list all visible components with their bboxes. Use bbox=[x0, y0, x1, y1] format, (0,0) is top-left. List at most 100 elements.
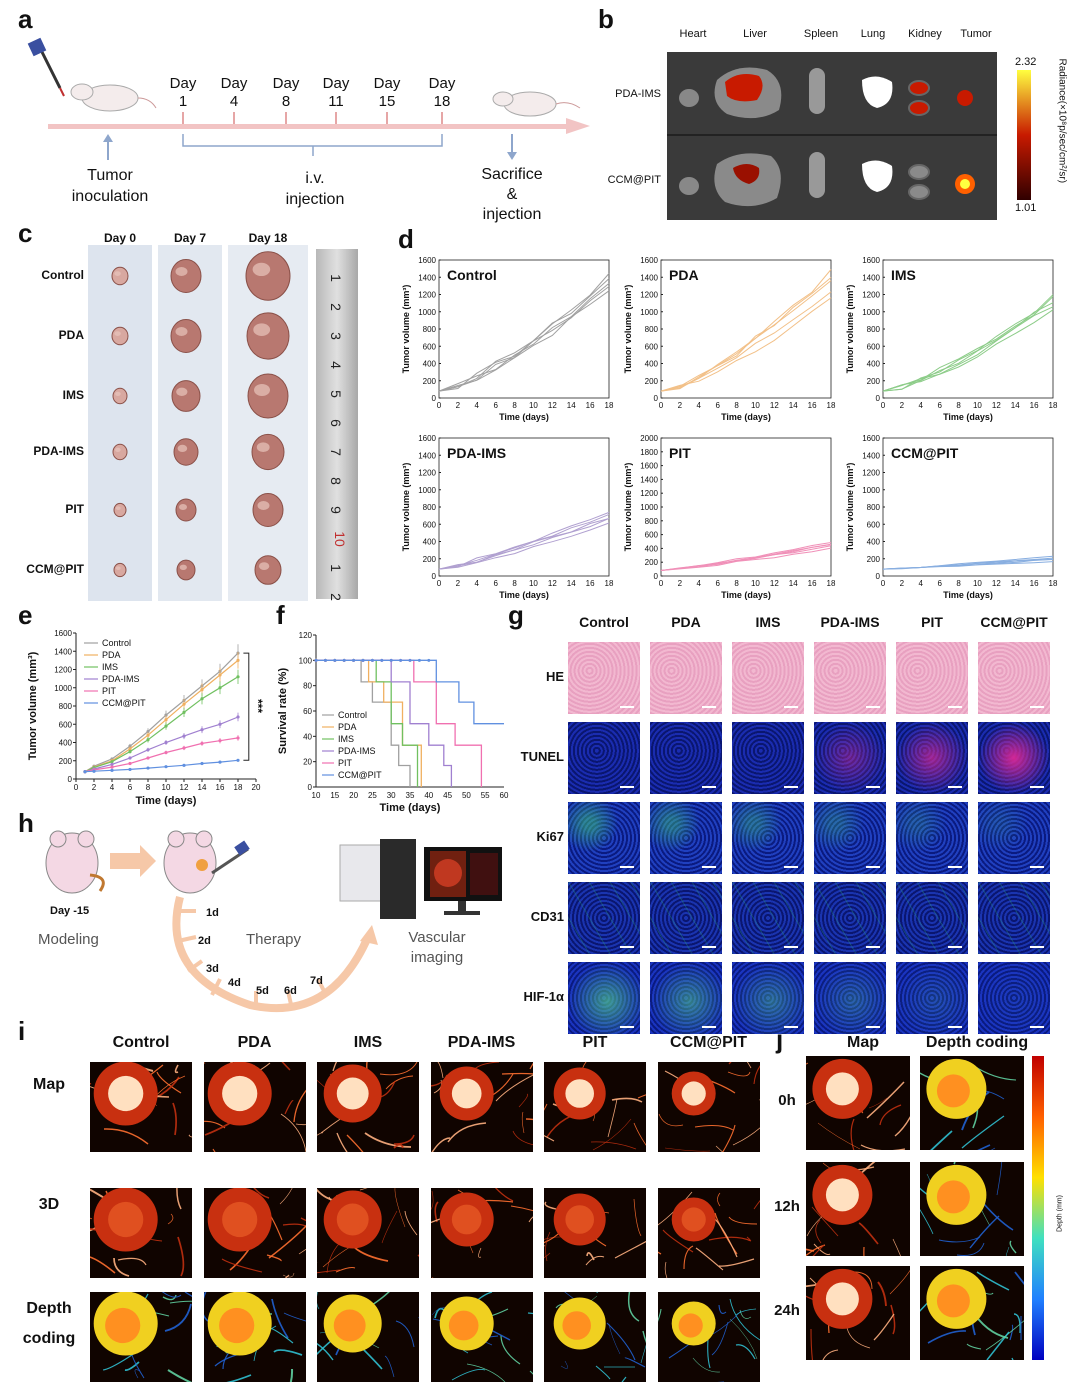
data-point bbox=[218, 739, 222, 743]
label-line: & bbox=[506, 186, 518, 203]
legend-label: CCM@PIT bbox=[102, 698, 146, 708]
y-tick-label: 120 bbox=[299, 631, 313, 640]
scale-bar bbox=[948, 1026, 962, 1028]
y-tick-label: 1600 bbox=[418, 256, 436, 265]
organ-header: Heart bbox=[679, 28, 707, 40]
stain-column-header: PIT bbox=[921, 614, 943, 630]
vessel bbox=[637, 1094, 646, 1099]
histology-image bbox=[732, 962, 804, 1034]
censor-mark bbox=[342, 658, 346, 662]
y-tick-label: 1600 bbox=[640, 462, 658, 471]
label-line: Tumor bbox=[87, 167, 133, 184]
stain-column-header: PDA-IMS bbox=[820, 614, 880, 630]
vascular-imaging-label: Vascular imaging bbox=[402, 928, 472, 968]
mouse-growth-line bbox=[660, 542, 832, 571]
vessel bbox=[252, 1188, 269, 1199]
x-tick-label: 6 bbox=[493, 401, 498, 410]
vessel bbox=[682, 1245, 693, 1270]
vessel bbox=[544, 1201, 557, 1210]
legend-label: IMS bbox=[102, 662, 118, 672]
day-word: Day bbox=[322, 75, 350, 92]
tumor-highlight bbox=[179, 564, 187, 570]
group-label: IMS bbox=[62, 388, 84, 402]
subplot-pda: 0 200 400 600 800 1000 1200 1400 1600 0 2 4 6 8 10 12 14… bbox=[623, 256, 836, 422]
day-number: 18 bbox=[433, 93, 451, 110]
vessel bbox=[879, 1104, 902, 1126]
vessel bbox=[385, 1075, 414, 1090]
y-tick-label: 0 bbox=[876, 572, 881, 581]
y-tick-label: 1800 bbox=[640, 448, 658, 457]
panel-label-h: h bbox=[18, 808, 34, 838]
vessel-drawing bbox=[544, 1193, 646, 1266]
panel-label-f: f bbox=[276, 600, 285, 630]
vessel-drawing bbox=[553, 1292, 646, 1382]
vessel bbox=[596, 1292, 598, 1294]
histology-image bbox=[978, 962, 1050, 1034]
vessel bbox=[499, 1334, 520, 1365]
scale-bar bbox=[1030, 866, 1044, 868]
vascular-image bbox=[317, 1188, 419, 1278]
mouse-growth-line bbox=[882, 302, 1054, 392]
vessel-drawing bbox=[203, 1292, 306, 1382]
x-tick-label: 14 bbox=[198, 783, 207, 792]
x-tick-label: 25 bbox=[368, 791, 377, 800]
vessel bbox=[624, 1357, 646, 1368]
tumor-specimen bbox=[173, 438, 199, 466]
y-tick-label: 0 bbox=[308, 783, 313, 792]
y-tick-label: 400 bbox=[867, 360, 881, 369]
histology-image bbox=[732, 642, 804, 714]
y-tick-label: 100 bbox=[299, 656, 313, 665]
data-point bbox=[182, 702, 186, 706]
vessel bbox=[272, 1349, 302, 1356]
vessel bbox=[969, 1215, 1000, 1249]
vessel bbox=[395, 1320, 415, 1348]
vessel bbox=[892, 1238, 901, 1256]
label-line: injection bbox=[482, 206, 542, 223]
panel-h-schematic: Day -15 Modeling Therapy Vascular imaging… bbox=[0, 825, 520, 1020]
vessel bbox=[752, 1065, 760, 1085]
vessel bbox=[812, 1244, 825, 1256]
tumor-highlight bbox=[257, 501, 270, 510]
scale-bar bbox=[1030, 786, 1044, 788]
vessel bbox=[873, 1313, 895, 1341]
vessel bbox=[811, 1206, 839, 1237]
x-tick-label: 4 bbox=[110, 783, 115, 792]
therapy-day: 1d bbox=[206, 907, 219, 919]
vessel bbox=[436, 1062, 443, 1079]
x-tick-label: 2 bbox=[456, 579, 461, 588]
vessel bbox=[813, 1243, 831, 1255]
censor-mark bbox=[333, 658, 337, 662]
x-axis-label: Time (days) bbox=[380, 802, 441, 814]
therapy-label: Therapy bbox=[246, 931, 302, 948]
histology-image bbox=[896, 802, 968, 874]
x-tick-label: 18 bbox=[605, 401, 614, 410]
vessel bbox=[732, 1127, 760, 1146]
scale-bar bbox=[702, 1026, 716, 1028]
day-minus-15-label: Day -15 bbox=[50, 905, 90, 917]
vessel bbox=[169, 1300, 192, 1304]
y-tick-label: 1000 bbox=[640, 503, 658, 512]
day-number: 11 bbox=[328, 93, 344, 110]
censor-mark bbox=[314, 658, 318, 662]
vessel bbox=[90, 1228, 98, 1231]
syringe-icon bbox=[211, 840, 250, 875]
organ-header: Liver bbox=[743, 28, 767, 40]
panel-label-b: b bbox=[598, 4, 614, 34]
inoculation-arrow bbox=[103, 134, 113, 160]
vessel-drawing bbox=[317, 1292, 419, 1378]
y-axis-label: Tumor volume (mm³) bbox=[623, 463, 633, 552]
y-tick-label: 80 bbox=[303, 682, 312, 691]
vessel bbox=[90, 1188, 107, 1200]
x-axis-label: Time (days) bbox=[943, 590, 993, 600]
x-tick-label: 12 bbox=[548, 401, 557, 410]
panel-f-survival: 0 20 40 60 80 100 120 10 15 20 25 30 35 40 45 50 55 60 Tim… bbox=[277, 631, 509, 814]
y-tick-label: 800 bbox=[645, 325, 659, 334]
vessel bbox=[810, 1328, 813, 1360]
x-tick-label: 0 bbox=[74, 783, 79, 792]
x-tick-label: 0 bbox=[881, 579, 886, 588]
data-point bbox=[128, 747, 132, 751]
day-number: 4 bbox=[229, 93, 239, 110]
colorbar-max: 2.32 bbox=[1015, 56, 1037, 68]
vessel-drawing bbox=[544, 1062, 646, 1151]
stain-row-label: Ki67 bbox=[536, 829, 564, 844]
